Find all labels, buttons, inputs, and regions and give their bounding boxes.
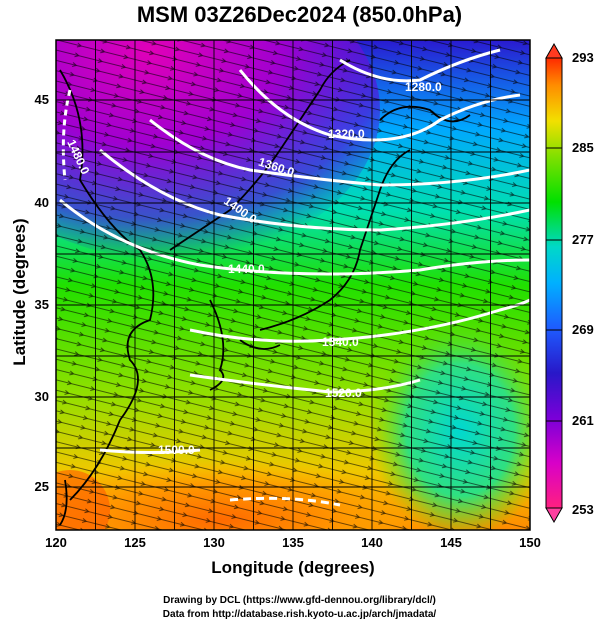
plot-frame	[55, 39, 531, 531]
contour-label: 1520.0	[325, 386, 362, 400]
y-tick: 40	[34, 195, 49, 210]
y-axis-label: Latitude (degrees)	[10, 218, 29, 366]
colorbar-tick: 285	[572, 140, 594, 155]
temperature-field	[56, 40, 530, 530]
x-axis-label: Longitude (degrees)	[211, 558, 375, 577]
contour-label: 1540.0	[322, 335, 359, 349]
contour-label: 1500.0	[158, 443, 195, 457]
coastlines	[59, 59, 471, 526]
credit-data: Data from http://database.rish.kyoto-u.a…	[162, 609, 437, 620]
x-tick: 120	[45, 535, 67, 550]
colorbar-tick: 261	[572, 413, 594, 428]
y-tick: 45	[34, 92, 49, 107]
colorbar-tick: 277	[572, 232, 594, 247]
colorbar-tick: 293	[572, 50, 594, 65]
colorbar-tick: 253	[572, 502, 594, 517]
height-contours	[59, 48, 530, 507]
x-tick: 140	[361, 535, 383, 550]
map-title: MSM 03Z26Dec2024 (850.0hPa)	[136, 2, 463, 27]
colorbar-tick: 269	[572, 322, 594, 337]
y-tick: 30	[34, 389, 49, 404]
x-tick: 145	[440, 535, 462, 550]
y-tick: 25	[34, 479, 49, 494]
x-tick: 130	[203, 535, 225, 550]
credit-drawing: Drawing by DCL (https://www.gfd-dennou.o…	[163, 595, 436, 606]
x-tick: 135	[282, 535, 304, 550]
contour-label: 1320.0	[328, 127, 365, 141]
x-tick: 125	[124, 535, 146, 550]
lat-lon-grid	[56, 40, 530, 530]
contour-label: 1440.0	[228, 262, 265, 276]
contour-label: 1280.0	[405, 80, 442, 94]
colorbar	[545, 42, 563, 524]
y-tick: 35	[34, 297, 49, 312]
x-tick: 150	[519, 535, 541, 550]
